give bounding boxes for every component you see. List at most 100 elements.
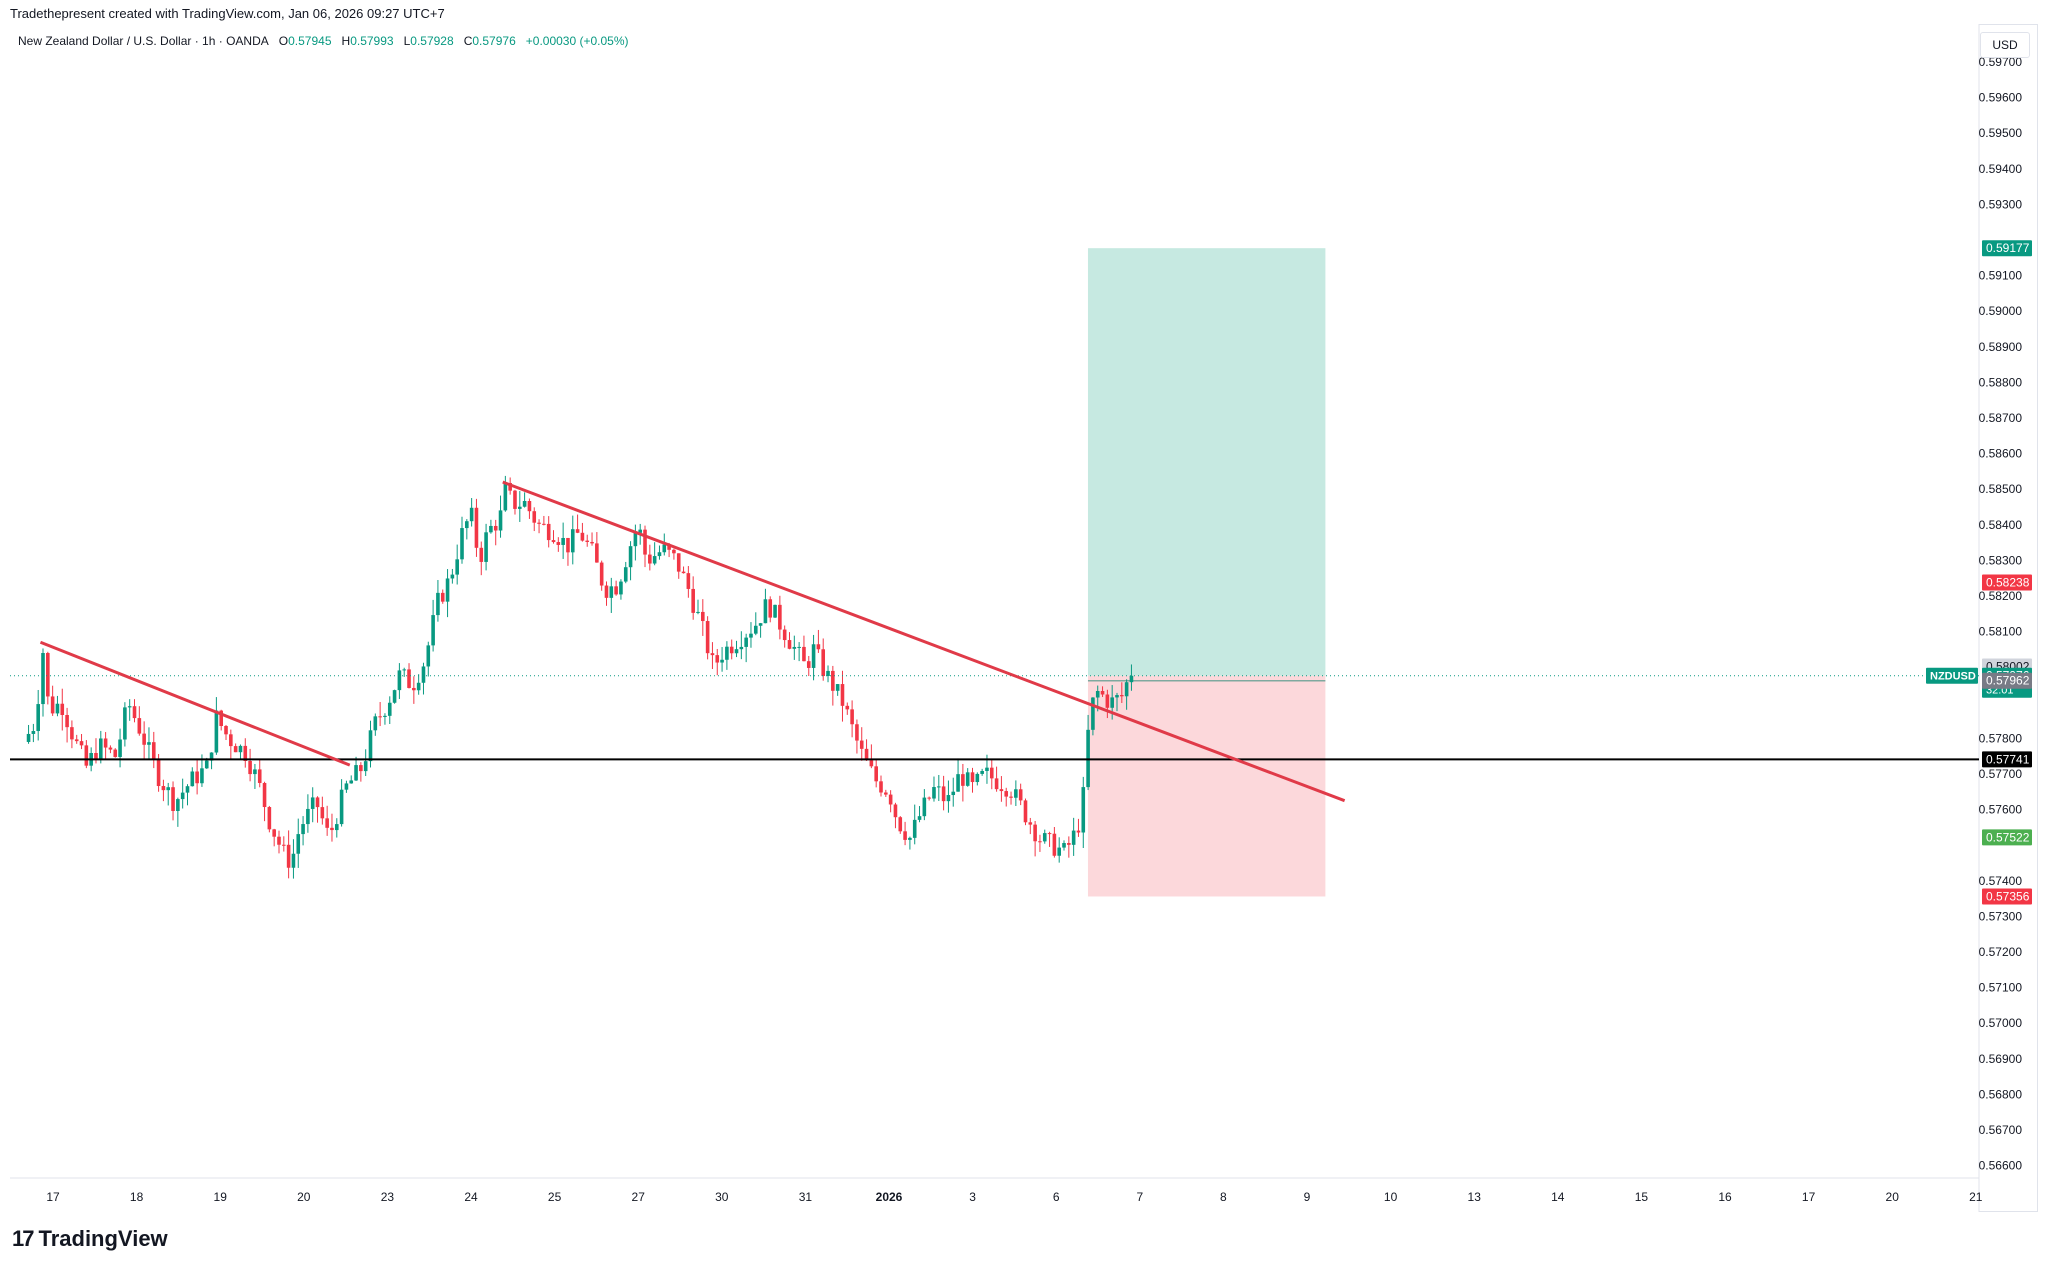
symbol-legend[interactable]: New Zealand Dollar / U.S. Dollar · 1h · … [18, 34, 629, 48]
candle[interactable] [243, 738, 248, 768]
candle[interactable] [946, 780, 951, 813]
candle[interactable] [137, 706, 142, 736]
candle[interactable] [980, 768, 984, 776]
candle[interactable] [941, 775, 946, 811]
candle[interactable] [214, 697, 219, 755]
candle[interactable] [912, 804, 917, 845]
candle[interactable] [1100, 686, 1105, 698]
candle[interactable] [1052, 827, 1057, 858]
candle[interactable] [277, 830, 281, 854]
candle[interactable] [286, 830, 291, 879]
candle[interactable] [306, 794, 310, 833]
candle[interactable] [546, 516, 551, 548]
candle[interactable] [999, 776, 1004, 802]
candle[interactable] [720, 647, 724, 672]
candle[interactable] [118, 728, 122, 768]
candle[interactable] [604, 581, 609, 606]
candle[interactable] [898, 816, 903, 834]
candle[interactable] [359, 762, 363, 782]
candle[interactable] [956, 758, 960, 792]
candle[interactable] [272, 828, 276, 847]
candle[interactable] [127, 699, 132, 721]
candle[interactable] [498, 495, 503, 538]
candle[interactable] [1105, 689, 1110, 719]
candle[interactable] [489, 519, 493, 534]
candle[interactable] [1023, 798, 1028, 826]
tradingview-logo[interactable]: 17 TradingView [12, 1226, 168, 1252]
candle[interactable] [190, 767, 195, 787]
candle[interactable] [532, 507, 537, 532]
candle[interactable] [932, 776, 936, 802]
candle[interactable] [585, 534, 590, 547]
candle[interactable] [749, 622, 753, 648]
candle[interactable] [248, 748, 252, 782]
candle[interactable] [566, 537, 570, 566]
candle[interactable] [440, 589, 445, 604]
candle[interactable] [469, 498, 474, 527]
candle[interactable] [850, 700, 854, 738]
candle[interactable] [383, 713, 387, 725]
candle[interactable] [70, 720, 74, 749]
candle[interactable] [739, 631, 744, 660]
candle[interactable] [166, 782, 171, 806]
candle[interactable] [792, 635, 797, 660]
candle[interactable] [768, 596, 773, 623]
candle[interactable] [556, 537, 561, 552]
candle[interactable] [879, 775, 883, 797]
candle[interactable] [392, 689, 397, 704]
candle[interactable] [590, 532, 594, 546]
candle[interactable] [951, 777, 956, 807]
candle[interactable] [315, 796, 320, 823]
candle[interactable] [310, 787, 315, 823]
trendline-downtrend-1[interactable] [39, 640, 351, 767]
candle[interactable] [1124, 679, 1129, 710]
candle[interactable] [195, 760, 199, 795]
trendline-downtrend-2[interactable] [502, 480, 1346, 803]
candle[interactable] [60, 688, 65, 731]
candle[interactable] [869, 744, 874, 769]
candle[interactable] [705, 616, 710, 660]
candle[interactable] [84, 740, 89, 769]
candle[interactable] [460, 516, 464, 564]
candle[interactable] [874, 759, 878, 788]
candle[interactable] [527, 498, 532, 519]
candle[interactable] [291, 839, 296, 879]
candle[interactable] [811, 634, 816, 681]
candle[interactable] [696, 599, 700, 615]
candle[interactable] [50, 685, 55, 716]
candle[interactable] [691, 576, 695, 620]
candle[interactable] [609, 577, 614, 613]
candle[interactable] [407, 663, 411, 689]
candle[interactable] [989, 759, 994, 790]
candle[interactable] [1081, 776, 1086, 849]
candle[interactable] [151, 731, 156, 769]
candle[interactable] [787, 632, 792, 650]
candle[interactable] [797, 642, 801, 662]
candle[interactable] [233, 743, 238, 753]
candle[interactable] [363, 749, 368, 777]
candle[interactable] [643, 525, 647, 568]
candle[interactable] [681, 566, 686, 574]
candle[interactable] [570, 515, 575, 565]
candle[interactable] [835, 684, 840, 696]
candle[interactable] [26, 724, 31, 744]
candle[interactable] [132, 699, 137, 723]
candle[interactable] [619, 579, 623, 600]
candle[interactable] [238, 744, 243, 759]
candle[interactable] [537, 519, 541, 534]
candle[interactable] [79, 733, 84, 750]
stop-zone[interactable] [1087, 675, 1326, 897]
candle[interactable] [676, 553, 681, 579]
candle[interactable] [614, 580, 618, 596]
candle[interactable] [180, 778, 185, 809]
candle[interactable] [1028, 817, 1033, 835]
candle[interactable] [185, 784, 190, 806]
candle[interactable] [840, 670, 845, 722]
candle[interactable] [633, 524, 638, 561]
candle[interactable] [465, 519, 469, 540]
candle[interactable] [253, 764, 257, 789]
candle[interactable] [922, 789, 927, 821]
candle[interactable] [1038, 834, 1042, 852]
candle[interactable] [1067, 836, 1071, 858]
